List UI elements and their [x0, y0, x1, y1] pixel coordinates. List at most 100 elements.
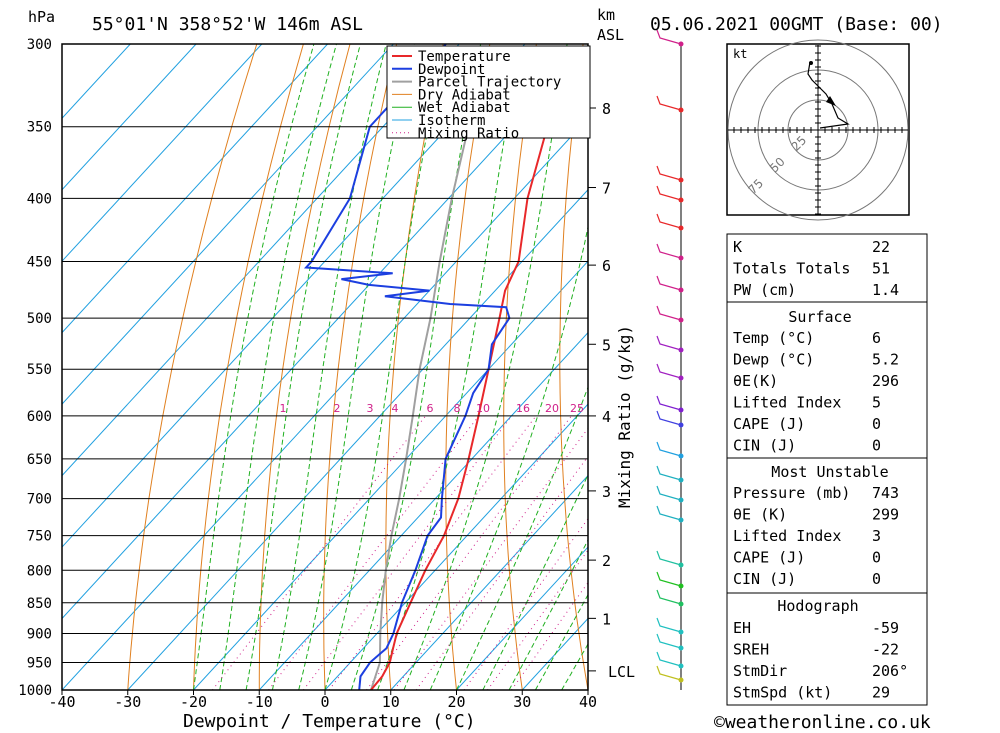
mixing-ratio-line — [328, 415, 537, 690]
wind-barb — [656, 617, 682, 633]
legend-label: Dry Adiabat — [418, 87, 511, 103]
x-tick-label: -20 — [180, 693, 207, 711]
km-tick-label: 1 — [602, 610, 611, 628]
most-unstable-row-label: θE (K) — [733, 506, 787, 524]
wind-barb — [656, 550, 682, 566]
wind-barb — [656, 165, 682, 181]
surface-title: Surface — [788, 308, 851, 326]
hodograph-stats-row-label: StmSpd (kt) — [733, 684, 832, 702]
legend-label: Mixing Ratio — [418, 126, 519, 142]
mixing-ratio-line — [212, 415, 426, 690]
wind-barb — [656, 395, 682, 411]
copyright: ©weatheronline.co.uk — [714, 712, 931, 733]
mixing-ratio-line — [415, 455, 588, 690]
height-unit: km — [597, 6, 615, 24]
wind-barb — [656, 243, 682, 259]
mixing-ratio-line — [463, 517, 588, 690]
index-row-value: 22 — [872, 238, 890, 256]
indices-top-box — [726, 233, 928, 303]
wind-barb — [656, 665, 682, 681]
hodograph-unit: kt — [733, 47, 747, 61]
mixing-ratio-label: 3 — [367, 402, 374, 415]
wind-barb — [656, 571, 682, 587]
wind-barb — [656, 185, 682, 201]
km-tick-label: 4 — [602, 408, 611, 426]
mixing-ratio-label: 4 — [392, 402, 399, 415]
isotherm-line — [390, 474, 588, 690]
wind-barb — [656, 305, 682, 321]
x-tick-label: -30 — [114, 693, 141, 711]
dry-adiabat-line — [559, 44, 588, 690]
hodograph-stats-row-value: -22 — [872, 641, 899, 659]
height-unit-asl: ASL — [597, 26, 624, 44]
pressure-tick-label: 700 — [27, 492, 52, 508]
isotherm-line — [62, 44, 394, 405]
km-tick-label: 7 — [602, 180, 611, 198]
index-row-label: K — [733, 238, 742, 256]
x-tick-label: 10 — [382, 693, 400, 711]
mixing-ratio-label: 16 — [516, 402, 530, 415]
hodograph-stats-row-value: 29 — [872, 684, 890, 702]
most-unstable-row-label: CAPE (J) — [733, 549, 805, 567]
km-tick-label: 6 — [602, 257, 611, 275]
isotherm-line — [62, 46, 588, 620]
legend-label: Parcel Trajectory — [418, 75, 561, 91]
pressure-tick-label: 300 — [27, 37, 52, 53]
index-row-value: 1.4 — [872, 281, 899, 299]
km-tick-label: 5 — [602, 336, 611, 354]
hodograph-stats-row-label: SREH — [733, 641, 769, 659]
wind-barb — [656, 363, 682, 379]
wind-barb — [656, 441, 682, 457]
location-title: 55°01'N 358°52'W 146m ASL — [92, 14, 363, 35]
surface-row-label: CAPE (J) — [733, 415, 805, 433]
x-tick-label: 40 — [579, 693, 597, 711]
isotherm-line — [62, 44, 263, 262]
dry-adiabat-line — [193, 44, 304, 690]
most-unstable-row-value: 0 — [872, 549, 881, 567]
mixing-ratio-label: 25 — [570, 402, 584, 415]
mixing-ratio-label: 20 — [545, 402, 559, 415]
index-row-value: 51 — [872, 260, 890, 278]
hodograph-stats-box — [726, 592, 928, 706]
surface-row-value: 5 — [872, 394, 881, 412]
isotherm-line — [62, 44, 460, 477]
legend-box — [386, 45, 591, 139]
wet-adiabat-line — [403, 44, 568, 690]
pressure-unit: hPa — [28, 8, 55, 26]
x-tick-label: -40 — [48, 693, 75, 711]
hodograph-stats-row-value: 206° — [872, 662, 908, 680]
hodograph-stats-row-label: EH — [733, 619, 751, 637]
index-row-label: Totals Totals — [733, 260, 850, 278]
wet-adiabat-line — [508, 538, 588, 690]
pressure-tick-label: 850 — [27, 596, 52, 612]
wind-barb — [656, 275, 682, 291]
dry-adiabat-line — [323, 44, 398, 690]
dewpoint-line — [303, 44, 511, 690]
storm-motion-marker — [826, 96, 836, 106]
wet-adiabat-line — [193, 44, 315, 690]
isotherm-line — [62, 44, 197, 191]
mixing-ratio-label: 2 — [334, 402, 341, 415]
wind-barb — [656, 213, 682, 229]
wind-barbs — [656, 29, 684, 690]
x-tick-label: 30 — [513, 693, 531, 711]
most-unstable-row-value: 3 — [872, 527, 881, 545]
pressure-tick-label: 750 — [27, 529, 52, 545]
mixing-ratio-label: 1 — [280, 402, 287, 415]
km-tick-label: 2 — [602, 552, 611, 570]
most-unstable-row-value: 743 — [872, 484, 899, 502]
wet-adiabat-line — [534, 593, 588, 690]
wet-adiabat-line — [482, 473, 588, 690]
isotherm-line — [193, 260, 588, 690]
most-unstable-row-label: Pressure (mb) — [733, 484, 850, 502]
x-tick-label: -10 — [246, 693, 273, 711]
surface-row-value: 0 — [872, 415, 881, 433]
hodograph-top-dot — [809, 61, 813, 65]
most-unstable-box — [726, 457, 928, 594]
indices-table: K 22 Totals Totals 51 PW (cm) 1.4 Surface Temp … — [726, 233, 928, 706]
mixing-ratio-label: 10 — [476, 402, 490, 415]
pressure-tick-label: 400 — [27, 191, 52, 207]
isotherm-line — [324, 403, 588, 690]
isotherm-line — [456, 546, 588, 690]
